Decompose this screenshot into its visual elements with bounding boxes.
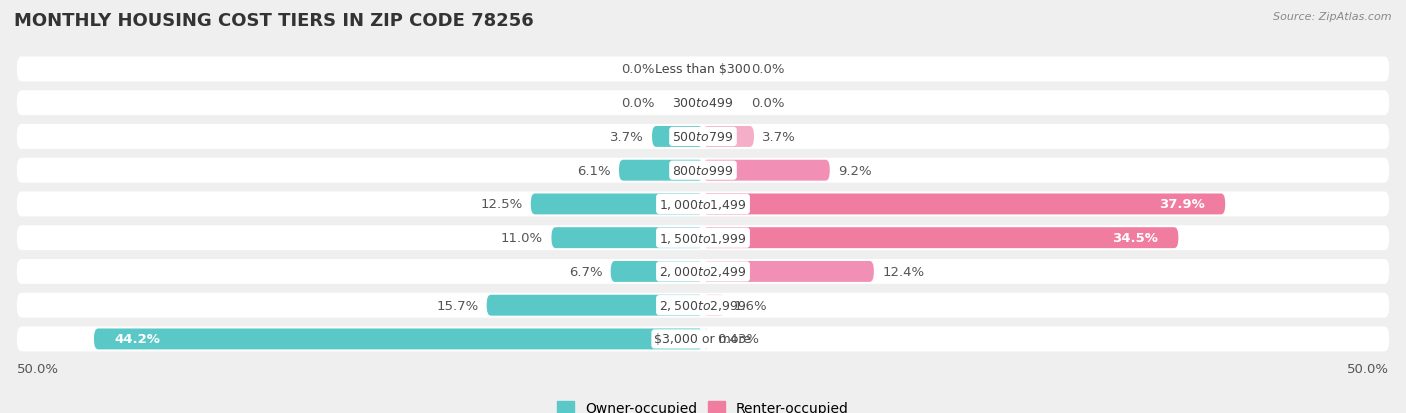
FancyBboxPatch shape (703, 261, 875, 282)
FancyBboxPatch shape (17, 225, 1389, 251)
FancyBboxPatch shape (17, 293, 1389, 318)
Text: Source: ZipAtlas.com: Source: ZipAtlas.com (1274, 12, 1392, 22)
Legend: Owner-occupied, Renter-occupied: Owner-occupied, Renter-occupied (551, 396, 855, 413)
Text: $500 to $799: $500 to $799 (672, 131, 734, 144)
FancyBboxPatch shape (703, 228, 1178, 249)
Text: 3.7%: 3.7% (610, 131, 644, 144)
Text: 0.0%: 0.0% (751, 97, 785, 110)
Text: 37.9%: 37.9% (1159, 198, 1205, 211)
Text: 1.6%: 1.6% (734, 299, 766, 312)
Text: $300 to $499: $300 to $499 (672, 97, 734, 110)
FancyBboxPatch shape (610, 261, 703, 282)
Text: 0.43%: 0.43% (717, 332, 759, 346)
FancyBboxPatch shape (94, 329, 703, 349)
Text: $1,500 to $1,999: $1,500 to $1,999 (659, 231, 747, 245)
FancyBboxPatch shape (486, 295, 703, 316)
Text: 11.0%: 11.0% (501, 232, 543, 244)
Text: $1,000 to $1,499: $1,000 to $1,499 (659, 197, 747, 211)
FancyBboxPatch shape (531, 194, 703, 215)
FancyBboxPatch shape (652, 127, 703, 147)
Text: 50.0%: 50.0% (1347, 362, 1389, 375)
Text: 6.1%: 6.1% (576, 164, 610, 177)
FancyBboxPatch shape (703, 160, 830, 181)
Text: $800 to $999: $800 to $999 (672, 164, 734, 177)
Text: 0.0%: 0.0% (621, 97, 655, 110)
FancyBboxPatch shape (17, 259, 1389, 284)
FancyBboxPatch shape (17, 91, 1389, 116)
FancyBboxPatch shape (703, 194, 1225, 215)
Text: MONTHLY HOUSING COST TIERS IN ZIP CODE 78256: MONTHLY HOUSING COST TIERS IN ZIP CODE 7… (14, 12, 534, 30)
FancyBboxPatch shape (17, 158, 1389, 183)
FancyBboxPatch shape (17, 192, 1389, 217)
Text: 6.7%: 6.7% (569, 265, 602, 278)
Text: 12.5%: 12.5% (481, 198, 523, 211)
Text: $3,000 or more: $3,000 or more (655, 332, 751, 346)
Text: 9.2%: 9.2% (838, 164, 872, 177)
FancyBboxPatch shape (17, 327, 1389, 351)
FancyBboxPatch shape (703, 295, 725, 316)
Text: $2,000 to $2,499: $2,000 to $2,499 (659, 265, 747, 279)
Text: 12.4%: 12.4% (882, 265, 924, 278)
FancyBboxPatch shape (703, 329, 709, 349)
Text: Less than $300: Less than $300 (655, 63, 751, 76)
FancyBboxPatch shape (17, 57, 1389, 82)
Text: 50.0%: 50.0% (17, 362, 59, 375)
FancyBboxPatch shape (703, 127, 754, 147)
Text: 15.7%: 15.7% (436, 299, 478, 312)
Text: 44.2%: 44.2% (115, 332, 160, 346)
Text: $2,500 to $2,999: $2,500 to $2,999 (659, 299, 747, 312)
Text: 34.5%: 34.5% (1112, 232, 1157, 244)
Text: 0.0%: 0.0% (621, 63, 655, 76)
Text: 3.7%: 3.7% (762, 131, 796, 144)
FancyBboxPatch shape (551, 228, 703, 249)
FancyBboxPatch shape (17, 125, 1389, 150)
Text: 0.0%: 0.0% (751, 63, 785, 76)
FancyBboxPatch shape (619, 160, 703, 181)
